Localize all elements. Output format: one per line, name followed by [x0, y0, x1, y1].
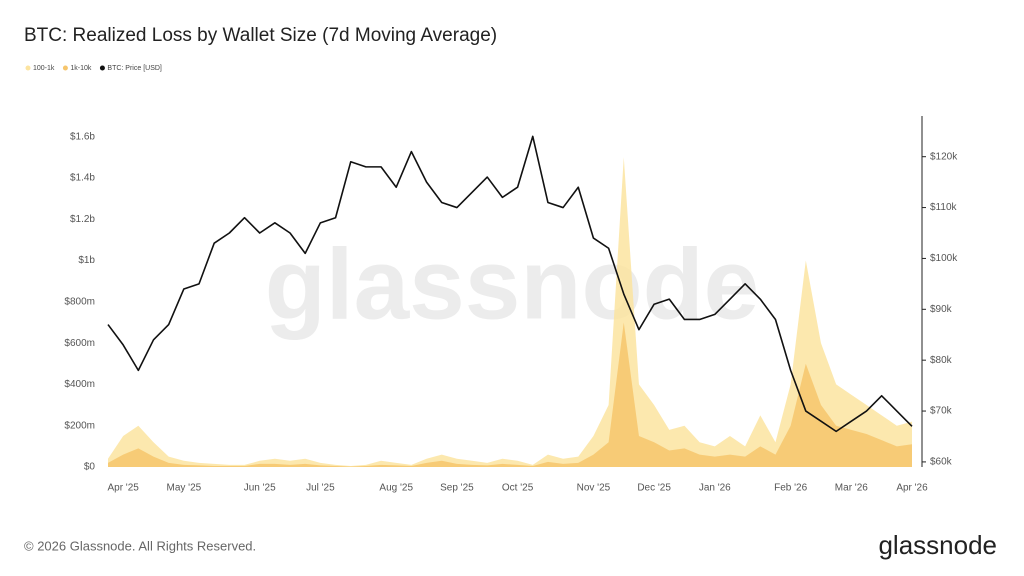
x-tick-label: Aug '25: [379, 483, 413, 494]
x-tick-label: Jul '25: [306, 483, 335, 494]
legend-swatch: [62, 65, 68, 71]
legend-swatch: [25, 65, 31, 71]
x-tick-label: Sep '25: [440, 483, 474, 494]
y2-tick-label: $110k: [930, 202, 958, 213]
y-tick-label: $400m: [64, 379, 95, 390]
y2-tick-label: $100k: [930, 253, 958, 264]
footer: © 2026 Glassnode. All Rights Reserved.: [24, 538, 256, 553]
x-tick-label: Nov '25: [577, 483, 611, 494]
y-tick-label: $1.6b: [70, 131, 95, 142]
x-tick-label: Jan '26: [699, 483, 731, 494]
y2-tick-label: $70k: [930, 406, 953, 417]
x-tick-label: Apr '26: [896, 483, 928, 494]
x-tick-label: May '25: [166, 483, 201, 494]
logo: glassnode: [878, 530, 997, 560]
legend-label: BTC: Price [USD]: [107, 65, 162, 72]
y-tick-label: $800m: [64, 296, 95, 307]
legend-label: 1k-10k: [70, 65, 92, 72]
y-tick-label: $1b: [78, 255, 95, 266]
x-tick-label: Dec '25: [637, 483, 671, 494]
y2-tick-label: $80k: [930, 355, 953, 366]
y2-tick-label: $90k: [930, 304, 953, 315]
x-tick-label: Apr '25: [107, 483, 139, 494]
legend-label: 100-1k: [33, 65, 55, 72]
y2-tick-label: $60k: [930, 457, 953, 468]
x-tick-label: Mar '26: [835, 483, 868, 494]
x-tick-label: Jun '25: [244, 483, 276, 494]
y-tick-label: $1.2b: [70, 214, 95, 225]
y-tick-label: $600m: [64, 338, 95, 349]
watermark: glassnode: [265, 228, 760, 340]
x-tick-label: Feb '26: [774, 483, 807, 494]
y2-tick-label: $120k: [930, 151, 958, 162]
chart-title: BTC: Realized Loss by Wallet Size (7d Mo…: [24, 25, 497, 46]
y-tick-label: $1.4b: [70, 173, 95, 184]
x-tick-label: Oct '25: [502, 483, 534, 494]
area: [108, 322, 912, 467]
price-line: [107, 135, 913, 433]
y-tick-label: $200m: [64, 420, 95, 431]
y-tick-label: $0: [84, 462, 96, 473]
legend-swatch: [99, 65, 105, 71]
